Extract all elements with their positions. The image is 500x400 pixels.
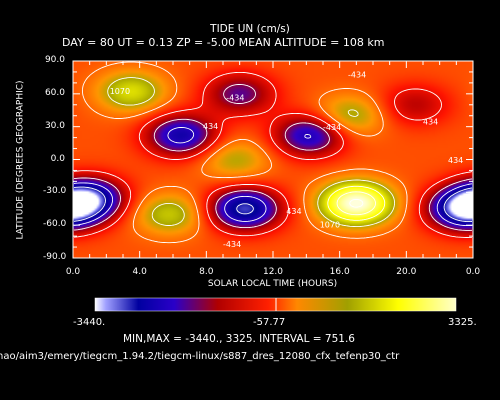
x-tick-label: 12.0	[262, 267, 284, 277]
contour-label: -434	[223, 240, 241, 249]
contour-line	[349, 198, 364, 208]
chart-subtitle: DAY = 80 UT = 0.13 ZP = -5.00 MEAN ALTIT…	[62, 36, 385, 49]
colorbar-min-label: -3440.	[73, 317, 106, 328]
contour-label: 1070	[110, 87, 130, 96]
colorbar-max-label: 3325.	[448, 317, 477, 328]
y-tick-label: 0.0	[50, 153, 65, 164]
minmax-text: MIN,MAX = -3440., 3325. INTERVAL = 751.6	[123, 333, 355, 345]
x-tick-label: 0.0	[465, 267, 481, 277]
contour-lines	[73, 61, 473, 244]
contour-line	[336, 191, 376, 216]
contour-label: 434	[423, 118, 438, 127]
contour-line	[73, 71, 473, 238]
y-tick-label: -90.0	[43, 252, 67, 262]
x-tick-label: 8.0	[199, 267, 214, 277]
contour-label: -434	[226, 93, 244, 102]
contour-line	[107, 77, 395, 228]
contour-line	[73, 126, 473, 227]
contour-line	[73, 186, 473, 223]
y-tick-label: -60.0	[43, 219, 67, 230]
x-tick-label: 16.0	[329, 267, 350, 277]
y-tick-label: 30.0	[44, 120, 65, 131]
heatmap-image	[73, 61, 473, 258]
contour-label: 434	[286, 207, 301, 216]
y-tick-label: 60.0	[44, 87, 65, 98]
contour-line	[82, 61, 408, 244]
y-axis-label: LATITUDE (DEGREES GEOGRAPHIC)	[15, 80, 26, 240]
contour-labels: 1070 -434 -434 434 -434 434 -434 434 434 1070	[110, 70, 464, 249]
x-axis-label: SOLAR LOCAL TIME (HOURS)	[207, 279, 338, 289]
contour-label: -434	[323, 123, 341, 132]
x-tick-label: 0.0	[65, 267, 81, 277]
chart-title: TIDE UN (cm/s)	[210, 23, 290, 35]
colorbar-mid-label: -57.77	[253, 317, 286, 328]
contour-line	[73, 84, 473, 231]
file-path-text: hao/aim3/emery/tiegcm_1.94.2/tiegcm-linu…	[0, 351, 400, 362]
axis-ticks	[72, 60, 474, 259]
contour-line	[327, 185, 386, 221]
y-tick-label: 90.0	[44, 55, 65, 65]
contour-label: 1070	[320, 220, 340, 229]
x-tick-label: 20.0	[396, 267, 417, 277]
x-tick-label: 4.0	[132, 267, 147, 277]
y-tick-label: -30.0	[43, 186, 67, 197]
contour-label: 434	[448, 156, 463, 165]
contour-label: 434	[203, 122, 218, 131]
contour-label: -434	[348, 70, 366, 79]
